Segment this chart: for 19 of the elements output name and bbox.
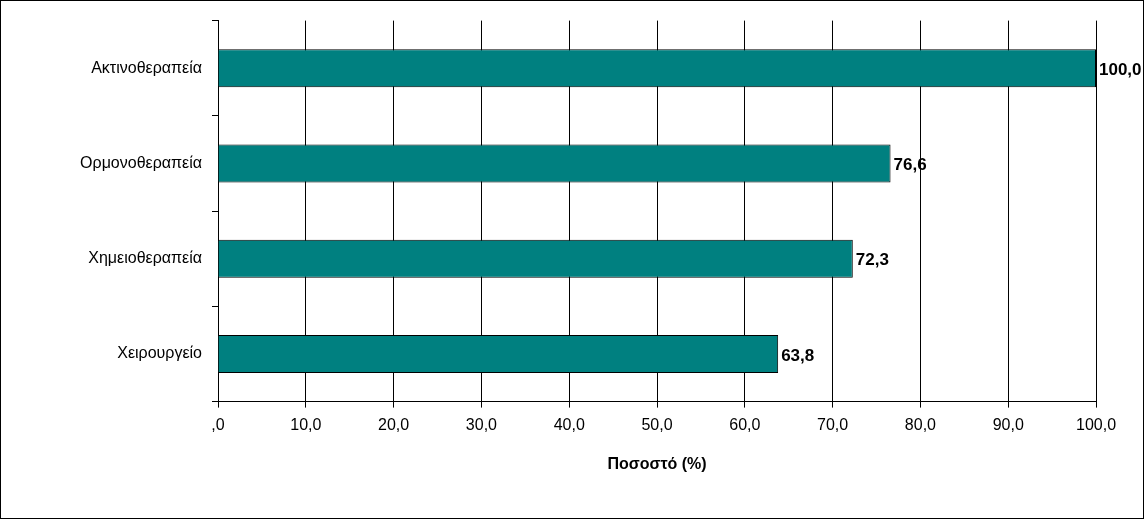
y-tick-label: Χειρουργείο (117, 344, 203, 362)
y-tick-label: Χημειοθεραπεία (88, 249, 202, 267)
y-tick-label: Ακτινοθεραπεία (91, 58, 202, 76)
x-tick-label: 10,0 (290, 415, 322, 433)
x-tick-label: 100,0 (1075, 415, 1117, 433)
x-tick-label: 60,0 (729, 415, 761, 433)
x-tick-label: ,0 (211, 415, 225, 433)
x-axis-title: Ποσοστό (%) (607, 454, 707, 472)
x-tick-label: 70,0 (817, 415, 849, 433)
x-tick-label: 30,0 (465, 415, 498, 433)
data-label: 72,3 (855, 250, 889, 270)
x-tick-label: 20,0 (378, 415, 410, 433)
x-tick-label: 40,0 (553, 415, 585, 433)
data-label: 100,0 (1099, 59, 1142, 79)
y-tick-label: Ορμονοθεραπεία (80, 153, 202, 171)
data-label: 63,8 (781, 345, 815, 365)
x-tick-label: 90,0 (992, 415, 1024, 433)
x-tick-label: 80,0 (904, 415, 937, 433)
x-tick-label: 50,0 (641, 415, 673, 433)
